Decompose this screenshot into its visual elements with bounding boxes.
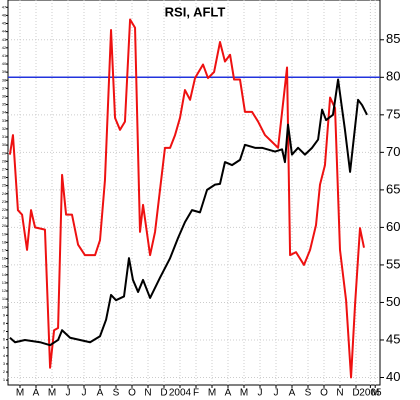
y2-tick-label: 18 [2, 239, 7, 244]
y2-tick-label: 21 [2, 215, 7, 220]
x-tick-label: S [305, 388, 312, 399]
series-line [8, 18, 365, 379]
y2-tick-label: 45 [2, 21, 7, 26]
y2-tick-label: 2 [3, 369, 6, 374]
y2-tick-label: 10 [2, 304, 7, 309]
y-tick-label: 50 [386, 294, 400, 309]
y2-tick-label: 30 [2, 142, 7, 147]
y2-tick-label: 3 [3, 361, 6, 366]
x-tick-label: A [289, 388, 296, 399]
y2-tick-label: 44 [2, 29, 7, 34]
x-tick-label: A [33, 388, 40, 399]
y2-tick-label: 4 [3, 353, 6, 358]
chart-title: RSI, AFLT [165, 4, 226, 19]
y2-tick-label: 15 [2, 264, 7, 269]
y2-tick-label: 25 [2, 183, 7, 188]
x-tick-label: D [352, 388, 359, 399]
y2-tick-label: 31 [2, 134, 7, 139]
y2-tick-label: 29 [2, 150, 7, 155]
series-line [9, 78, 368, 347]
x-tick-label: F [193, 388, 199, 399]
plot-frame [7, 0, 381, 386]
x-tick-label: S [113, 388, 120, 399]
y2-tick-label: 47 [2, 4, 7, 9]
x-tick-label: A [97, 388, 104, 399]
y2-tick-label: 5 [3, 345, 6, 350]
y2-tick-label: 34 [2, 110, 7, 115]
y-tick-label: 45 [386, 331, 400, 346]
x-tick-label: N [336, 388, 343, 399]
y-tick-label: 85 [386, 31, 400, 46]
y2-tick-label: 7 [3, 329, 6, 334]
y2-tick-label: 16 [2, 256, 7, 261]
y2-tick-label: 17 [2, 248, 7, 253]
y2-tick-label: 28 [2, 158, 7, 163]
y2-tick-label: 43 [2, 37, 7, 42]
y2-tick-label: 6 [3, 337, 6, 342]
x-tick-label: N [144, 388, 151, 399]
x-tick-label: O [320, 388, 328, 399]
y2-tick-label: 9 [3, 312, 6, 317]
x-tick-label: J [66, 388, 71, 399]
y2-tick-label: 8 [3, 320, 6, 325]
y2-tick-label: 46 [2, 12, 7, 17]
y2-tick-label: 37 [2, 85, 7, 90]
y2-tick-label: 1 [3, 377, 6, 382]
y2-tick-label: 38 [2, 77, 7, 82]
x-tick-label: J [274, 388, 279, 399]
y2-tick-label: 32 [2, 126, 7, 131]
x-tick-label: M [16, 388, 24, 399]
y2-tick-label: 19 [2, 231, 7, 236]
x-tick-label: M [240, 388, 248, 399]
y2-tick-label: 24 [2, 191, 7, 196]
y2-tick-label: 20 [2, 223, 7, 228]
y2-tick-label: 12 [2, 288, 7, 293]
y2-tick-label: 13 [2, 280, 7, 285]
y-tick-label: 60 [386, 219, 400, 234]
y2-tick-label: 11 [2, 296, 7, 301]
y2-tick-label: 41 [2, 53, 7, 58]
x-tick-label: A [225, 388, 232, 399]
y2-tick-label: 26 [2, 175, 7, 180]
x-tick-label: M [371, 388, 379, 399]
y-tick-label: 55 [386, 256, 400, 271]
y2-tick-label: 36 [2, 94, 7, 99]
y2-tick-label: 27 [2, 166, 7, 171]
x-tick-label: D [160, 388, 167, 399]
y2-tick-label: 14 [2, 272, 7, 277]
y2-tick-label: 23 [2, 199, 7, 204]
y-tick-label: 40 [386, 369, 400, 384]
x-tick-label: 2005 [359, 388, 382, 399]
y-tick-label: 65 [386, 181, 400, 196]
y2-tick-label: 22 [2, 207, 7, 212]
x-tick-label: O [128, 388, 136, 399]
x-tick-label: 2004 [169, 388, 192, 399]
y-tick-label: 80 [386, 69, 400, 84]
x-tick-label: M [208, 388, 216, 399]
y2-tick-label: 33 [2, 118, 7, 123]
y2-tick-label: 42 [2, 45, 7, 50]
y2-tick-label: 39 [2, 69, 7, 74]
y2-tick-label: 35 [2, 102, 7, 107]
x-tick-label: M [48, 388, 56, 399]
x-tick-label: J [258, 388, 263, 399]
y-tick-label: 70 [386, 144, 400, 159]
y2-tick-label: 40 [2, 61, 7, 66]
y-tick-label: 75 [386, 106, 400, 121]
x-tick-label: J [82, 388, 87, 399]
